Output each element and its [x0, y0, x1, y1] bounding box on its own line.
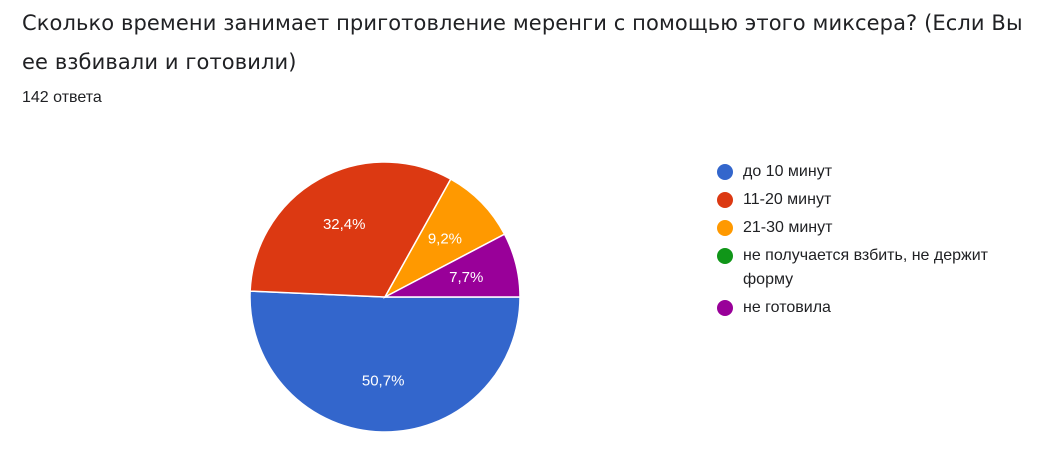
legend-swatch-icon: [717, 192, 733, 208]
legend-label: 21-30 минут: [743, 219, 833, 236]
legend-swatch-icon: [717, 220, 733, 236]
slice-percent-label: 7,7%: [449, 269, 483, 286]
legend-label: 11-20 минут: [743, 191, 832, 208]
pie-slice[interactable]: [249, 161, 452, 298]
legend-label: не готовила: [743, 299, 831, 316]
legend-label: до 10 минут: [743, 163, 833, 180]
pie-slices: [249, 161, 521, 433]
chart-legend: до 10 минут 11-20 минут 21-30 минут не п…: [717, 160, 1037, 324]
slice-percent-label: 50,7%: [362, 373, 405, 390]
legend-item-11-20[interactable]: 11-20 минут: [717, 188, 1037, 212]
slice-percent-label: 9,2%: [428, 231, 462, 248]
pie-slice[interactable]: [384, 233, 521, 298]
question-title: Сколько времени занимает приготовление м…: [22, 11, 1023, 74]
slice-percent-label: 32,4%: [323, 216, 366, 233]
legend-item-21-30[interactable]: 21-30 минут: [717, 216, 1037, 240]
legend-item-not-cooked[interactable]: не готовила: [717, 296, 1037, 320]
pie-slice[interactable]: [383, 178, 506, 299]
pie-slice[interactable]: [249, 290, 521, 433]
response-count: 142 ответа: [22, 89, 102, 106]
legend-swatch-icon: [717, 300, 733, 316]
legend-item-fails[interactable]: не получается взбить, не держит форму: [717, 244, 1037, 292]
legend-swatch-icon: [717, 248, 733, 264]
pie-slice-labels: 50,7% 32,4% 9,2% 7,7%: [323, 216, 483, 390]
legend-label: не получается взбить, не держит форму: [743, 247, 988, 288]
legend-item-up-to-10[interactable]: до 10 минут: [717, 160, 1037, 184]
legend-swatch-icon: [717, 164, 733, 180]
